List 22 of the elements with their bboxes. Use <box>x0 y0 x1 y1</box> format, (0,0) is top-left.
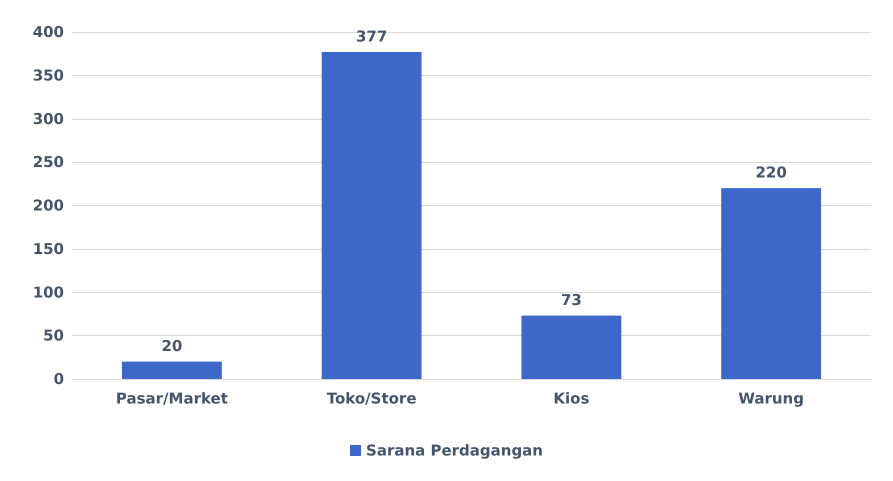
x-tick-label: Warung <box>738 390 804 408</box>
bar <box>721 188 822 379</box>
y-tick-label: 250 <box>32 153 64 172</box>
bar <box>322 52 422 379</box>
data-label: 220 <box>755 164 787 182</box>
bar <box>521 316 622 379</box>
y-tick-label: 300 <box>32 110 64 128</box>
y-tick-label: 400 <box>32 23 64 41</box>
data-label: 73 <box>560 291 582 310</box>
data-label: 20 <box>161 337 182 356</box>
legend-label: Sarana Perdagangan <box>366 442 543 460</box>
x-tick-label: Kios <box>553 390 590 408</box>
y-tick-label: 200 <box>32 196 64 214</box>
y-tick-label: 100 <box>32 283 64 302</box>
x-tick-label: Pasar/Market <box>116 390 228 408</box>
x-tick-label: Toko/Store <box>326 390 417 408</box>
y-tick-label: 150 <box>32 240 64 258</box>
y-tick-label: 50 <box>43 326 64 345</box>
y-tick-label: 350 <box>32 66 64 84</box>
y-tick-label: 0 <box>54 370 64 388</box>
data-label: 377 <box>356 27 388 46</box>
bar <box>122 362 222 379</box>
